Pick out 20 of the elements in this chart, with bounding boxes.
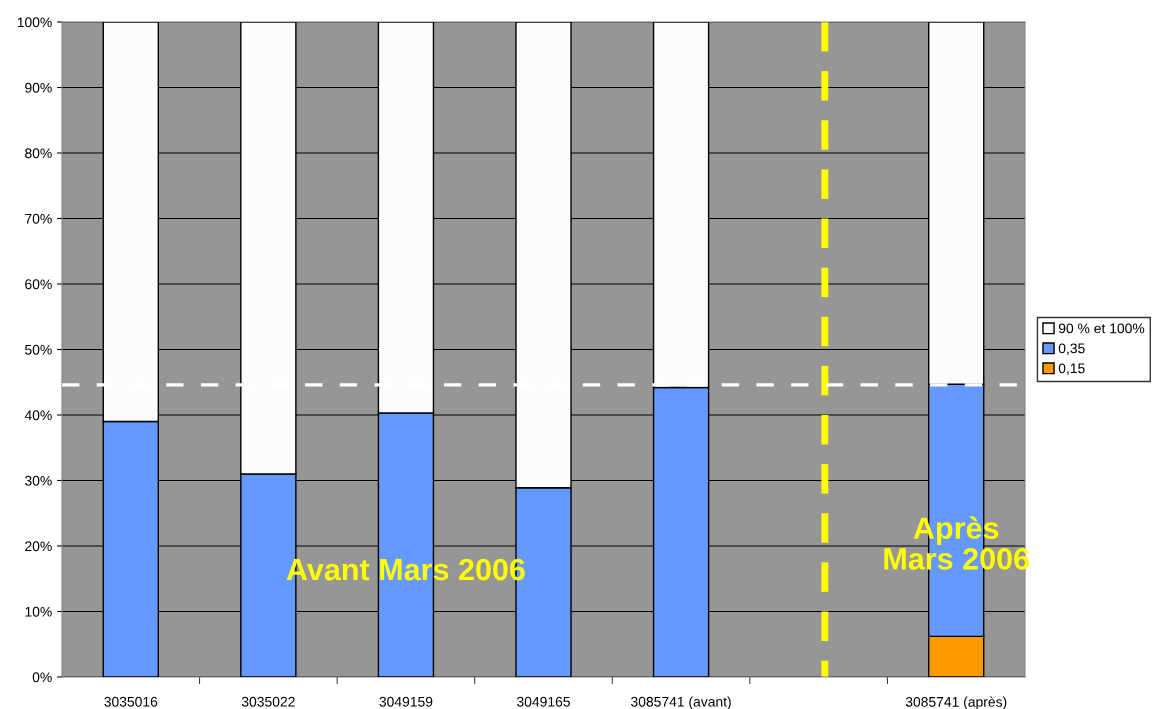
y-tick-label: 0%	[32, 672, 52, 683]
y-tick-label: 20%	[25, 541, 52, 552]
y-tick-label: 60%	[25, 279, 52, 290]
y-tick-label: 100%	[17, 17, 52, 28]
x-tick-label: 3035022	[241, 696, 295, 707]
x-tick-label: 3085741 (avant)	[631, 696, 731, 709]
x-tick-label: 3049165	[517, 696, 570, 707]
legend-label: 0,15	[1058, 363, 1085, 375]
x-tick-label: 3035016	[104, 696, 158, 707]
y-tick-label: 80%	[25, 148, 52, 159]
y-tick-label: 70%	[25, 213, 52, 224]
legend-label: 90 % et 100%	[1058, 323, 1145, 334]
y-tick-label: 30%	[25, 475, 52, 486]
y-tick-label: 10%	[25, 606, 52, 617]
y-tick-label: 50%	[25, 344, 52, 355]
x-tick-label: 3085741 (après)	[905, 696, 1007, 709]
x-tick-label: 3049159	[379, 696, 433, 707]
y-tick-label: 40%	[24, 410, 52, 421]
legend-label: 0,35	[1058, 343, 1085, 355]
y-tick-label: 90%	[25, 82, 52, 93]
